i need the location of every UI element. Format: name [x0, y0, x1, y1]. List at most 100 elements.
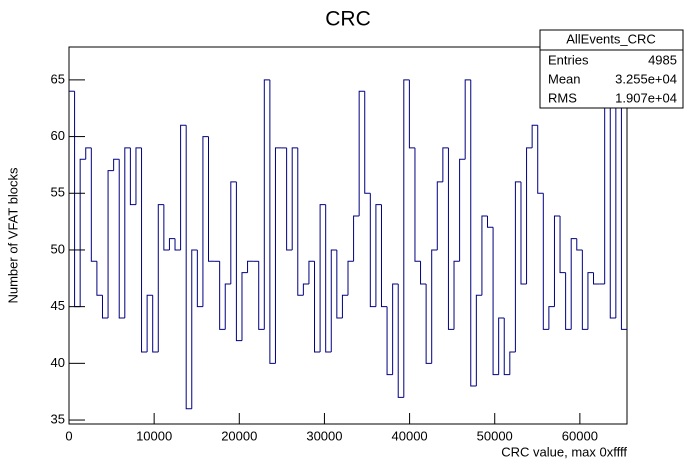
- histogram-bin: [269, 79, 276, 364]
- x-tick-label: 20000: [221, 428, 257, 443]
- histogram-bin: [135, 147, 142, 205]
- histogram-bin: [146, 294, 153, 353]
- y-tick-label: 45: [51, 298, 65, 313]
- histogram-bin: [442, 147, 449, 182]
- histogram-bin: [79, 158, 86, 307]
- histogram-bin: [414, 147, 421, 262]
- histogram-bin: [230, 181, 237, 284]
- histogram-bin: [168, 238, 176, 250]
- histogram-bin: [487, 215, 494, 228]
- stats-box: AllEvents_CRC Entries 4985 Mean 3.255e+04 RM…: [539, 29, 684, 109]
- histogram-bin: [436, 181, 443, 250]
- histogram-bin: [336, 249, 343, 319]
- stats-value: 1.907e+04: [615, 90, 677, 105]
- histogram-bin: [341, 294, 348, 318]
- stats-frame: [539, 29, 684, 109]
- y-axis-label: Number of VFAT blocks: [5, 167, 20, 304]
- histogram-bin: [107, 170, 114, 318]
- histogram-bin: [375, 204, 382, 307]
- histogram-bin: [509, 351, 516, 375]
- y-tick-label: 50: [51, 241, 65, 256]
- histogram-bin: [503, 317, 510, 376]
- x-tick-label: 10000: [136, 428, 172, 443]
- histogram-bin: [208, 136, 215, 262]
- histogram-bin: [124, 147, 131, 318]
- stats-title: AllEvents_CRC: [566, 31, 656, 46]
- histogram-bin: [620, 47, 627, 330]
- histogram-bin: [604, 47, 606, 284]
- plot-frame: [68, 46, 628, 425]
- histogram-bin: [185, 125, 192, 410]
- histogram-bin: [453, 260, 460, 330]
- histogram-bin: [180, 124, 187, 250]
- histogram-bin: [593, 272, 600, 285]
- histogram-bin: [386, 306, 393, 376]
- histogram-bin: [219, 261, 226, 330]
- histogram-bin: [548, 306, 555, 330]
- histogram-bin: [129, 147, 136, 206]
- histogram-bin: [397, 283, 404, 398]
- histogram-bin: [101, 295, 109, 319]
- histogram-bin: [302, 283, 309, 296]
- histogram-bin: [420, 261, 427, 285]
- histogram-bin: [587, 272, 594, 330]
- histogram-bin: [286, 147, 293, 251]
- histogram-bin: [163, 204, 170, 251]
- histogram-bin: [241, 272, 248, 341]
- stats-label: Entries: [548, 52, 589, 67]
- histogram-bin: [308, 260, 315, 284]
- histogram-bin: [113, 158, 120, 171]
- histogram-bin: [470, 79, 477, 387]
- histogram-bin: [85, 147, 92, 160]
- x-tick-label: 60000: [562, 428, 598, 443]
- histogram-bin: [291, 147, 298, 250]
- histogram-bin: [514, 181, 521, 353]
- histogram-bin: [174, 238, 181, 251]
- histogram-bin: [537, 125, 544, 194]
- histogram-bin: [431, 249, 438, 364]
- y-tick-label: 55: [51, 185, 65, 200]
- histogram-bin: [74, 91, 81, 308]
- histogram-bin: [531, 124, 538, 148]
- histogram-bin: [90, 147, 97, 262]
- histogram-bin: [358, 90, 365, 216]
- histogram-bin: [408, 79, 415, 149]
- histogram-bin: [498, 317, 505, 375]
- histogram-bin: [492, 227, 499, 376]
- y-tick-label: 35: [51, 411, 65, 426]
- histogram-bin: [224, 283, 231, 330]
- histogram-bin: [615, 47, 617, 318]
- histogram-bin: [235, 181, 242, 342]
- histogram-bin: [520, 181, 527, 285]
- histogram-bin: [263, 79, 270, 330]
- histogram-bin: [565, 272, 572, 330]
- histogram-bin: [475, 294, 482, 387]
- histogram-bin: [576, 238, 583, 251]
- histogram-bin: [191, 249, 198, 409]
- histogram-bin: [96, 261, 103, 296]
- histogram-bin: [314, 261, 321, 353]
- histogram-bin: [152, 295, 159, 353]
- histogram-bin: [247, 260, 254, 273]
- histogram-bin: [464, 79, 471, 160]
- histogram-bin: [369, 193, 376, 308]
- histogram: [69, 47, 627, 410]
- histogram-bin: [157, 204, 164, 353]
- histogram-bin: [196, 249, 203, 308]
- histogram-bin: [353, 215, 360, 262]
- histogram-bin: [481, 215, 488, 296]
- histogram-bin: [380, 204, 388, 308]
- histogram-bin: [258, 261, 265, 330]
- y-tick-label: 60: [51, 128, 65, 143]
- histogram-bin: [202, 136, 209, 307]
- stats-value: 4985: [648, 52, 677, 67]
- chart-title: CRC: [325, 8, 371, 31]
- stats-label: RMS: [548, 90, 577, 105]
- histogram-bin: [319, 204, 326, 353]
- histogram-bin: [403, 79, 410, 398]
- histogram-bin: [141, 147, 148, 353]
- stats-label: Mean: [548, 71, 581, 86]
- histogram-bin: [364, 91, 371, 194]
